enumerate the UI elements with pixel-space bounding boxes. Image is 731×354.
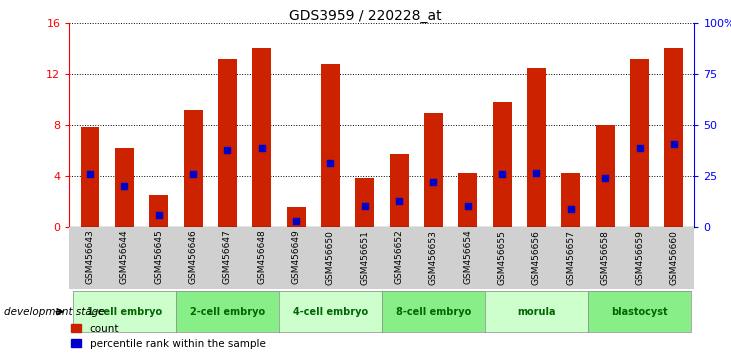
Text: GSM456647: GSM456647	[223, 230, 232, 284]
Point	[256, 145, 268, 150]
Text: GSM456655: GSM456655	[498, 230, 507, 285]
Point	[221, 147, 233, 153]
Point	[359, 203, 371, 209]
Point	[187, 172, 199, 177]
Point	[290, 219, 302, 224]
Bar	[287, 207, 306, 227]
Bar	[493, 102, 512, 227]
Text: GSM456650: GSM456650	[326, 230, 335, 285]
Bar	[355, 178, 374, 227]
Text: GSM456654: GSM456654	[463, 230, 472, 284]
Point	[599, 175, 611, 181]
Point	[84, 172, 96, 177]
Bar	[252, 48, 271, 227]
Point	[462, 203, 474, 209]
Point	[428, 179, 439, 185]
Legend: count, percentile rank within the sample: count, percentile rank within the sample	[71, 324, 265, 349]
Bar	[664, 48, 683, 227]
Point	[634, 145, 645, 150]
Bar	[321, 64, 340, 227]
Text: GSM456651: GSM456651	[360, 230, 369, 285]
Text: GSM456657: GSM456657	[567, 230, 575, 285]
Text: blastocyst: blastocyst	[611, 307, 668, 317]
Text: 8-cell embryo: 8-cell embryo	[395, 307, 471, 317]
Bar	[390, 154, 409, 227]
Text: GSM456644: GSM456644	[120, 230, 129, 284]
Point	[325, 160, 336, 166]
Text: GDS3959 / 220228_at: GDS3959 / 220228_at	[289, 9, 442, 23]
Text: GSM456658: GSM456658	[601, 230, 610, 285]
Bar	[561, 173, 580, 227]
Text: GSM456659: GSM456659	[635, 230, 644, 285]
Bar	[527, 68, 546, 227]
Bar	[458, 173, 477, 227]
Text: 1-cell embryo: 1-cell embryo	[87, 307, 162, 317]
Text: GSM456643: GSM456643	[86, 230, 94, 284]
Point	[393, 198, 405, 204]
Text: GSM456653: GSM456653	[429, 230, 438, 285]
Point	[496, 172, 508, 177]
Bar	[424, 113, 443, 227]
Text: GSM456652: GSM456652	[395, 230, 404, 284]
Bar	[630, 59, 649, 227]
Point	[565, 206, 577, 211]
Bar	[596, 125, 615, 227]
Text: GSM456656: GSM456656	[532, 230, 541, 285]
Bar	[80, 127, 99, 227]
Text: GSM456646: GSM456646	[189, 230, 197, 284]
Point	[118, 183, 130, 189]
Text: GSM456649: GSM456649	[292, 230, 300, 284]
Bar	[183, 109, 202, 227]
Bar	[149, 195, 168, 227]
Bar	[218, 59, 237, 227]
Text: morula: morula	[518, 307, 556, 317]
Text: GSM456648: GSM456648	[257, 230, 266, 284]
Point	[531, 170, 542, 176]
Text: development stage: development stage	[4, 307, 105, 317]
Text: 4-cell embryo: 4-cell embryo	[293, 307, 368, 317]
Bar	[115, 148, 134, 227]
Text: GSM456660: GSM456660	[670, 230, 678, 285]
Point	[153, 212, 164, 218]
Text: 2-cell embryo: 2-cell embryo	[190, 307, 265, 317]
Text: GSM456645: GSM456645	[154, 230, 163, 284]
Point	[668, 141, 680, 147]
